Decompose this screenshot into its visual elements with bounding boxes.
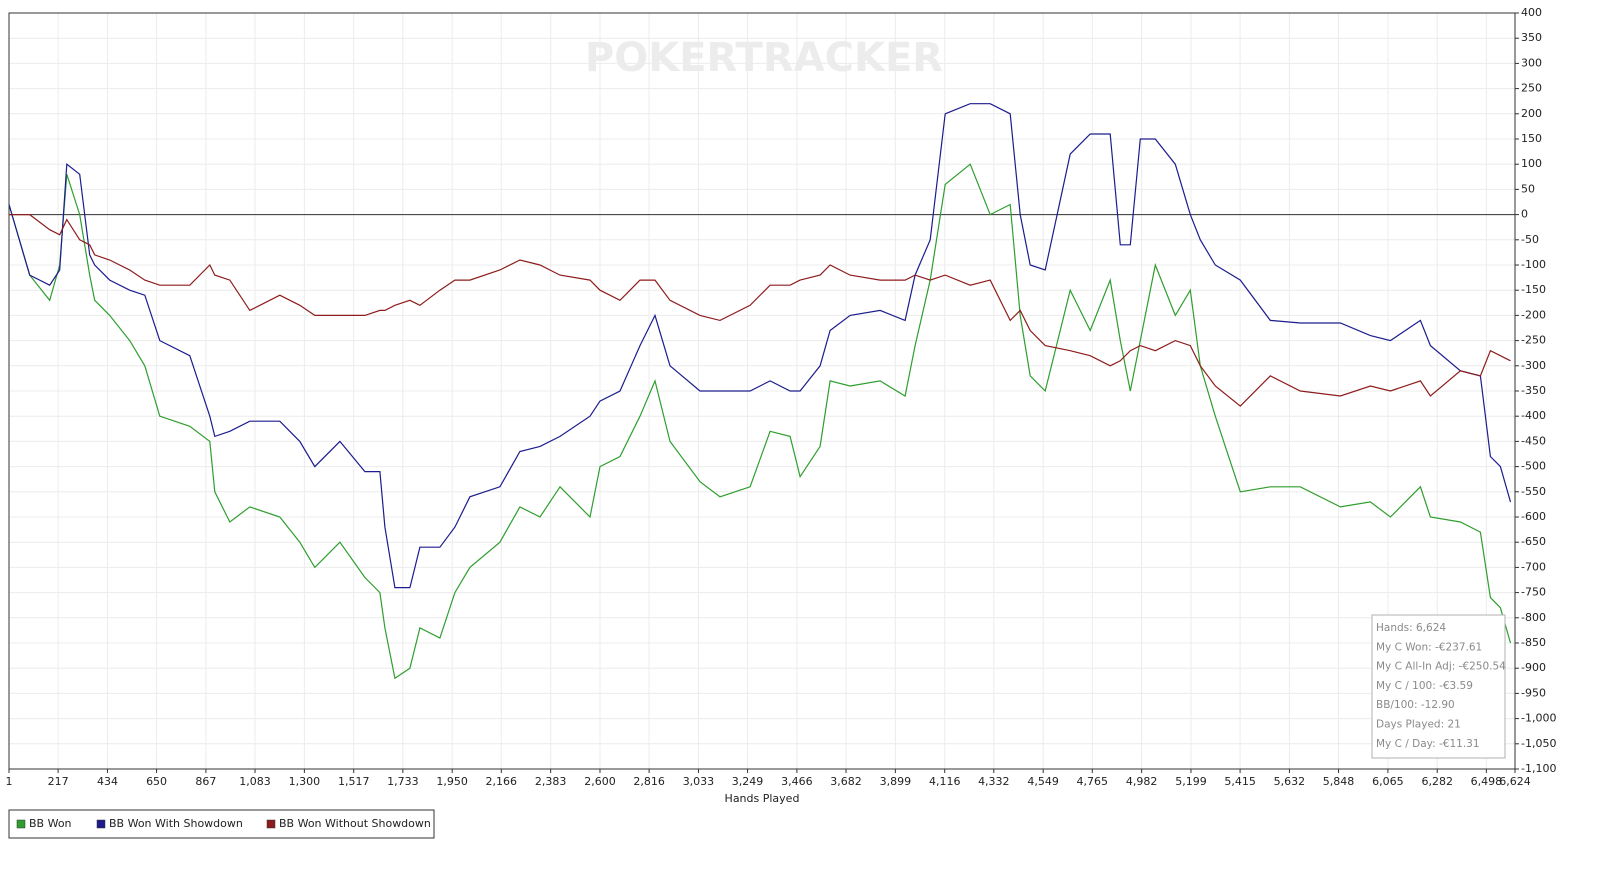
x-tick-label: 6,624 xyxy=(1499,775,1531,788)
y-tick-label: -250 xyxy=(1521,334,1546,347)
x-tick-label: 2,383 xyxy=(535,775,567,788)
series-line xyxy=(9,214,1511,407)
tooltip-line: BB/100: -12.90 xyxy=(1376,699,1455,711)
y-tick-label: -550 xyxy=(1521,485,1546,498)
y-tick-label: -150 xyxy=(1521,283,1546,296)
y-tick-label: -850 xyxy=(1521,636,1546,649)
x-tick-label: 3,249 xyxy=(732,775,764,788)
x-tick-label: 5,199 xyxy=(1175,775,1207,788)
y-tick-label: 350 xyxy=(1521,31,1542,44)
y-tick-label: 0 xyxy=(1521,208,1528,221)
x-tick-label: 6,282 xyxy=(1421,775,1453,788)
y-tick-label: -400 xyxy=(1521,409,1546,422)
x-tick-label: 4,116 xyxy=(929,775,961,788)
x-tick-label: 5,415 xyxy=(1224,775,1256,788)
x-tick-label: 6,498 xyxy=(1471,775,1503,788)
x-tick-label: 4,332 xyxy=(978,775,1010,788)
x-tick-label: 1,083 xyxy=(239,775,271,788)
x-tick-label: 1,733 xyxy=(387,775,419,788)
legend-swatch xyxy=(266,819,276,829)
x-tick-label: 1,300 xyxy=(289,775,321,788)
y-tick-label: -700 xyxy=(1521,560,1546,573)
y-tick-label: -1,100 xyxy=(1521,762,1556,775)
x-tick-label: 1 xyxy=(6,775,13,788)
series-line xyxy=(8,103,1512,589)
x-tick-label: 3,682 xyxy=(830,775,862,788)
tooltip-line: My C All-In Adj: -€250.54 xyxy=(1376,661,1506,673)
series-line xyxy=(8,163,1512,680)
x-tick-label: 217 xyxy=(48,775,69,788)
x-tick-label: 3,033 xyxy=(683,775,715,788)
y-tick-label: -200 xyxy=(1521,308,1546,321)
y-tick-label: -50 xyxy=(1521,233,1539,246)
legend xyxy=(8,809,435,839)
y-tick-label: 50 xyxy=(1521,182,1535,195)
y-tick-label: 300 xyxy=(1521,56,1542,69)
legend-label: BB Won xyxy=(29,817,72,830)
y-tick-label: 400 xyxy=(1521,6,1542,19)
legend-label: BB Won Without Showdown xyxy=(279,817,431,830)
y-tick-label: -1,000 xyxy=(1521,712,1556,725)
tooltip-line: My C / Day: -€11.31 xyxy=(1376,738,1480,750)
y-tick-label: -600 xyxy=(1521,510,1546,523)
watermark: POKERTRACKER xyxy=(585,35,943,81)
tooltip-line: Days Played: 21 xyxy=(1376,719,1461,731)
y-tick-label: -950 xyxy=(1521,686,1546,699)
y-tick-label: -800 xyxy=(1521,611,1546,624)
plot-border xyxy=(8,12,1516,770)
y-tick-label: 250 xyxy=(1521,82,1542,95)
x-tick-label: 4,982 xyxy=(1126,775,1158,788)
legend-label: BB Won With Showdown xyxy=(109,817,243,830)
y-tick-label: -450 xyxy=(1521,434,1546,447)
x-tick-label: 4,765 xyxy=(1077,775,1109,788)
x-tick-label: 5,632 xyxy=(1274,775,1306,788)
x-tick-label: 867 xyxy=(195,775,216,788)
y-tick-label: 200 xyxy=(1521,107,1542,120)
y-tick-label: -750 xyxy=(1521,586,1546,599)
y-tick-label: 100 xyxy=(1521,157,1542,170)
x-tick-label: 5,848 xyxy=(1323,775,1355,788)
y-tick-label: -650 xyxy=(1521,535,1546,548)
y-tick-label: -300 xyxy=(1521,359,1546,372)
y-tick-label: -100 xyxy=(1521,258,1546,271)
tooltip-line: Hands: 6,624 xyxy=(1376,622,1446,634)
tooltip-box xyxy=(1371,614,1506,759)
x-axis-label: Hands Played xyxy=(725,792,800,805)
tooltip-line: My C / 100: -€3.59 xyxy=(1376,680,1473,692)
y-tick-label: -500 xyxy=(1521,460,1546,473)
y-tick-label: -1,050 xyxy=(1521,737,1556,750)
x-tick-label: 2,600 xyxy=(584,775,616,788)
legend-swatch xyxy=(16,819,26,829)
x-tick-label: 1,950 xyxy=(436,775,468,788)
x-tick-label: 2,166 xyxy=(486,775,518,788)
x-tick-label: 1,517 xyxy=(338,775,370,788)
x-tick-label: 2,816 xyxy=(633,775,665,788)
x-tick-label: 3,899 xyxy=(880,775,912,788)
x-tick-label: 6,065 xyxy=(1372,775,1404,788)
y-tick-label: -350 xyxy=(1521,384,1546,397)
legend-swatch xyxy=(96,819,106,829)
y-tick-label: -900 xyxy=(1521,661,1546,674)
x-tick-label: 3,466 xyxy=(781,775,813,788)
x-tick-label: 4,549 xyxy=(1027,775,1059,788)
y-tick-label: 150 xyxy=(1521,132,1542,145)
tooltip-line: My C Won: -€237.61 xyxy=(1376,641,1482,653)
x-tick-label: 434 xyxy=(97,775,118,788)
x-tick-label: 650 xyxy=(146,775,167,788)
